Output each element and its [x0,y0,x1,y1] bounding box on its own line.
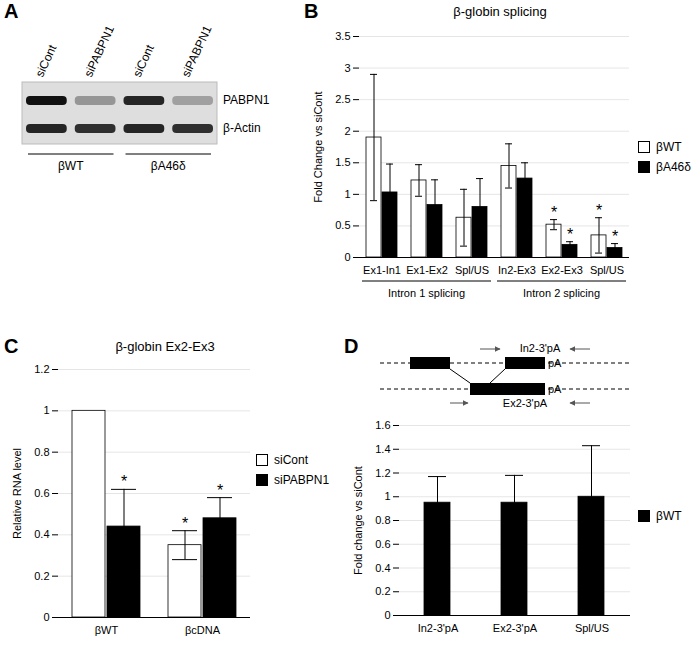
svg-text:3: 3 [344,62,350,74]
svg-text:1.6: 1.6 [375,419,390,431]
svg-text:0: 0 [384,609,390,621]
svg-text:0.8: 0.8 [34,446,49,458]
svg-text:0: 0 [43,611,49,623]
svg-text:siPABPN1: siPABPN1 [81,23,117,79]
svg-text:Ex2-Ex3: Ex2-Ex3 [541,264,583,276]
svg-text:0.6: 0.6 [375,538,390,550]
svg-text:βWT: βWT [95,624,119,636]
svg-text:1.5: 1.5 [335,156,350,168]
svg-text:*: * [121,473,127,490]
svg-text:0.6: 0.6 [34,487,49,499]
html-text:B: B [304,0,319,22]
svg-text:1.2: 1.2 [375,467,390,479]
svg-text:1: 1 [344,188,350,200]
svg-text:1: 1 [384,490,390,502]
svg-text:Fold Change vs siCont: Fold Change vs siCont [312,91,324,202]
svg-text:1.4: 1.4 [375,443,390,455]
svg-text:siCont: siCont [32,42,59,79]
html-text:βWT: βWT [656,509,682,523]
svg-text:Fold change vs siCont: Fold change vs siCont [352,466,364,575]
html-text:β-globin Ex2-Ex3: β-globin Ex2-Ex3 [115,339,215,354]
svg-text:*: * [182,515,188,532]
svg-text:β-Actin: β-Actin [223,121,261,135]
html-text:siCont: siCont [274,453,308,467]
html-text:siPABPN1: siPABPN1 [274,473,330,487]
svg-text:Spl/US: Spl/US [575,622,609,634]
svg-text:0: 0 [344,251,350,263]
svg-text:0.4: 0.4 [375,562,390,574]
svg-text:βcDNA: βcDNA [185,624,221,636]
svg-text:0.2: 0.2 [375,585,390,597]
svg-text:0.4: 0.4 [34,528,49,540]
svg-text:Ex2-3'pA: Ex2-3'pA [503,397,548,409]
svg-text:0.2: 0.2 [34,570,49,582]
svg-text:*: * [612,228,618,245]
svg-text:siCont: siCont [130,42,157,79]
svg-text:Ex2-3'pA: Ex2-3'pA [493,622,538,634]
html-text:C: C [4,335,19,357]
svg-text:3.5: 3.5 [335,30,350,42]
html-text:βWT: βWT [656,140,682,154]
svg-text:Spl/US: Spl/US [455,264,489,276]
html-text:βA46δ: βA46δ [656,160,691,174]
svg-text:*: * [596,202,602,219]
svg-text:Spl/US: Spl/US [590,264,624,276]
svg-text:pA: pA [548,383,562,395]
svg-text:0.5: 0.5 [335,219,350,231]
svg-text:Intron 2 splicing: Intron 2 splicing [523,287,600,299]
svg-text:βWT: βWT [58,159,84,173]
html-text:A: A [4,0,19,22]
svg-text:βA46δ: βA46δ [151,159,186,173]
svg-text:0.8: 0.8 [375,514,390,526]
svg-text:*: * [551,204,557,221]
svg-text:In2-3'pA: In2-3'pA [418,622,459,634]
svg-text:Relative RNA level: Relative RNA level [11,448,23,539]
svg-text:Ex1-In1: Ex1-In1 [363,264,401,276]
svg-text:1.2: 1.2 [34,363,49,375]
svg-text:Intron 1 splicing: Intron 1 splicing [388,287,465,299]
html-text:D: D [344,335,359,357]
svg-text:*: * [567,226,573,243]
html-text:β-globin splicing: β-globin splicing [453,4,547,19]
svg-text:1: 1 [43,404,49,416]
svg-text:2: 2 [344,125,350,137]
svg-text:PABPN1: PABPN1 [223,93,270,107]
svg-text:*: * [217,482,223,499]
svg-text:Ex1-Ex2: Ex1-Ex2 [406,264,448,276]
svg-text:siPABPN1: siPABPN1 [179,23,215,79]
svg-text:2.5: 2.5 [335,93,350,105]
svg-text:In2-Ex3: In2-Ex3 [498,264,536,276]
svg-text:In2-3'pA: In2-3'pA [520,342,561,354]
svg-text:pA: pA [548,357,562,369]
